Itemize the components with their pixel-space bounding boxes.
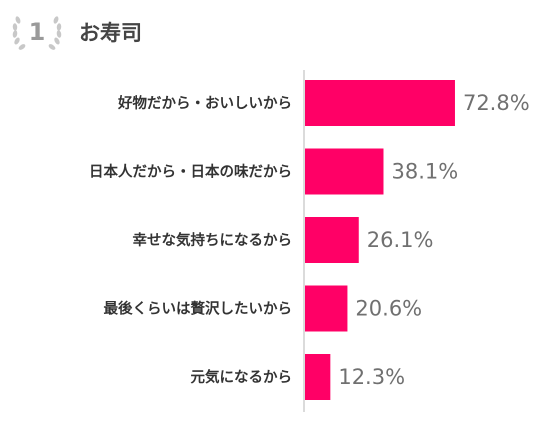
value-label: 12.3% <box>338 365 405 389</box>
category-label: 好物だから・おいしいから <box>117 94 292 112</box>
category-label: 幸せな気持ちになるから <box>133 231 293 249</box>
bar <box>305 80 455 126</box>
value-label: 72.8% <box>463 91 530 115</box>
laurel-wreath-icon <box>12 16 62 50</box>
category-label: 最後くらいは贅沢したいから <box>104 300 293 318</box>
rank-badge: 1 <box>8 8 66 58</box>
bar <box>305 354 331 400</box>
chart-header: 1 お寿司 <box>8 8 308 58</box>
bar <box>305 217 359 263</box>
bar <box>305 148 384 195</box>
bar <box>305 285 348 332</box>
category-label: 日本人だから・日本の味だから <box>89 163 292 181</box>
rank-number: 1 <box>28 18 46 46</box>
value-label: 26.1% <box>367 228 434 252</box>
value-label: 20.6% <box>355 297 422 321</box>
chart-title: お寿司 <box>79 21 142 45</box>
category-label: 元気になるから <box>191 368 293 386</box>
value-label: 38.1% <box>391 160 458 184</box>
